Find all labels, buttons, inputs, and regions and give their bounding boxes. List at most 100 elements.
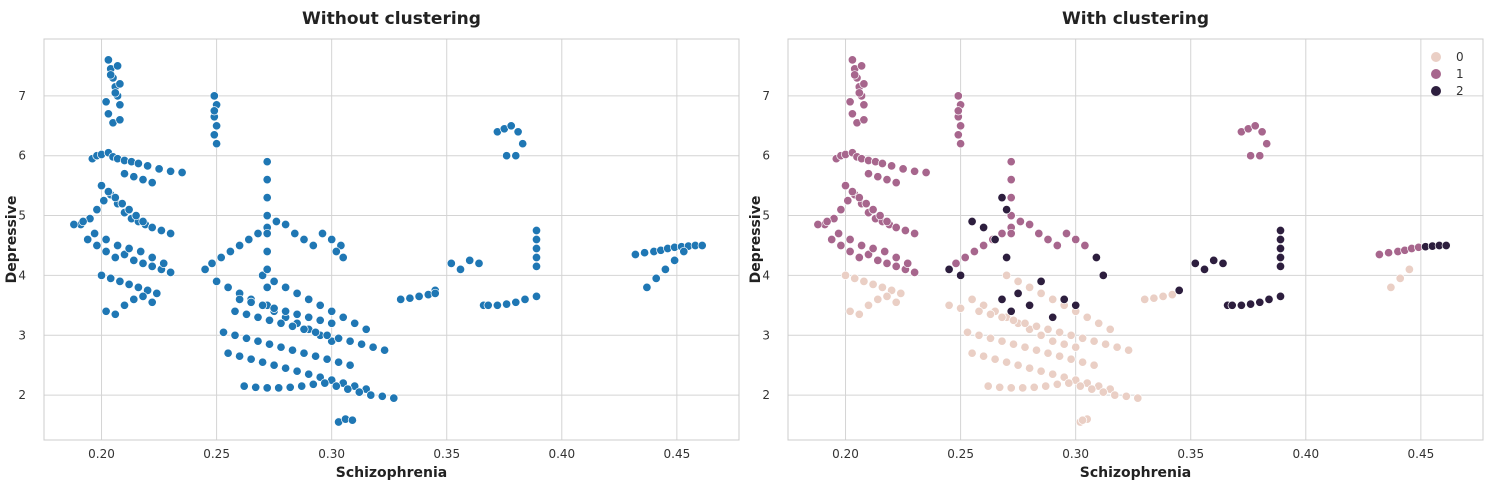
scatter-point xyxy=(834,228,844,239)
scatter-point xyxy=(262,228,272,239)
scatter-point xyxy=(347,415,357,425)
scatter-point xyxy=(891,222,901,233)
scatter-point xyxy=(115,115,125,125)
scatter-point xyxy=(1441,240,1451,251)
scatter-point xyxy=(882,216,892,227)
scatter-point xyxy=(880,246,890,257)
scatter-point xyxy=(1275,291,1286,301)
x-tick-label: 0.30 xyxy=(318,447,345,461)
scatter-point xyxy=(1055,327,1065,337)
scatter-point xyxy=(995,382,1005,392)
scatter-point xyxy=(1087,384,1097,394)
scatter-point xyxy=(511,151,521,161)
scatter-point xyxy=(1029,382,1039,392)
scatter-point xyxy=(129,172,139,182)
scatter-point xyxy=(891,261,901,271)
scatter-point xyxy=(877,158,887,169)
scatter-point xyxy=(511,297,521,307)
scatter-point xyxy=(1255,151,1265,161)
scatter-point xyxy=(138,291,148,301)
scatter-point xyxy=(209,130,219,140)
grid-lines xyxy=(44,39,739,440)
scatter-point xyxy=(960,252,970,263)
scatter-point xyxy=(299,324,309,334)
scatter-point xyxy=(292,288,302,298)
x-tick-label: 0.45 xyxy=(1408,447,1435,461)
x-axis-label: Schizophrenia xyxy=(336,465,448,481)
scatter-point xyxy=(103,187,113,197)
scatter-point xyxy=(1110,390,1120,400)
scatter-point xyxy=(253,312,263,322)
scatter-point xyxy=(502,299,512,309)
scatter-point xyxy=(1404,264,1414,274)
scatter-point xyxy=(320,378,330,388)
scatter-point xyxy=(857,240,867,251)
scatter-point xyxy=(1018,383,1028,393)
scatter-point xyxy=(887,161,897,171)
scatter-point xyxy=(287,345,298,355)
scatter-point xyxy=(159,258,169,268)
scatter-point xyxy=(246,297,256,307)
scatter-point xyxy=(1002,205,1012,215)
scatter-point xyxy=(944,300,954,310)
scatter-point xyxy=(253,228,263,239)
scatter-point xyxy=(110,88,120,98)
scatter-point xyxy=(119,300,130,310)
scatter-point xyxy=(847,55,857,65)
scatter-point xyxy=(502,151,512,161)
scatter-point xyxy=(92,205,102,215)
scatter-point xyxy=(518,139,528,149)
scatter-point xyxy=(258,300,268,310)
scatter-point xyxy=(92,240,102,251)
scatter-point xyxy=(1246,299,1256,309)
scatter-point xyxy=(854,252,864,263)
scatter-point xyxy=(262,383,272,393)
scatter-point xyxy=(1020,342,1030,352)
scatter-point xyxy=(209,106,219,116)
scatter-point xyxy=(207,258,217,268)
scatter-point xyxy=(990,354,1000,364)
scatter-point xyxy=(827,234,837,245)
scatter-point xyxy=(979,351,989,361)
scatter-point xyxy=(1124,345,1134,355)
scatter-point xyxy=(106,70,116,80)
scatter-point xyxy=(1133,393,1143,403)
scatter-point xyxy=(258,357,268,367)
scatter-point xyxy=(997,228,1007,239)
scatter-point xyxy=(506,121,516,131)
scatter-point xyxy=(967,294,977,304)
x-tick-label: 0.40 xyxy=(548,447,575,461)
scatter-point xyxy=(308,240,318,251)
scatter-point xyxy=(110,252,120,263)
scatter-point xyxy=(956,303,966,313)
scatter-point xyxy=(1059,339,1069,349)
scatter-point xyxy=(854,193,864,203)
scatter-point xyxy=(338,252,348,263)
scatter-point xyxy=(264,339,275,349)
scatter-point xyxy=(910,166,920,176)
scatter-point xyxy=(304,294,314,304)
scatter-point xyxy=(1020,318,1030,328)
scatter-point xyxy=(857,61,867,71)
scatter-point xyxy=(281,282,291,292)
scatter-point xyxy=(967,348,977,358)
scatter-point xyxy=(1149,293,1159,303)
scatter-point xyxy=(1384,248,1394,258)
scatter-point xyxy=(520,294,530,304)
scatter-point xyxy=(891,178,901,188)
x-tick-label: 0.35 xyxy=(433,447,460,461)
scatter-point xyxy=(1013,288,1023,298)
y-tick-labels: 2 3 4 5 6 7 xyxy=(18,89,26,402)
scatter-point xyxy=(389,393,399,403)
scatter-point xyxy=(1101,339,1111,349)
scatter-point xyxy=(117,199,127,209)
scatter-point xyxy=(430,288,440,298)
y-tick-label: 7 xyxy=(18,89,26,103)
scatter-point xyxy=(377,391,387,401)
scatter-point xyxy=(327,306,337,316)
scatter-point xyxy=(129,294,139,304)
scatter-points xyxy=(69,55,707,427)
scatter-point xyxy=(113,240,123,251)
scatter-point xyxy=(103,109,113,119)
scatter-point xyxy=(414,291,424,301)
